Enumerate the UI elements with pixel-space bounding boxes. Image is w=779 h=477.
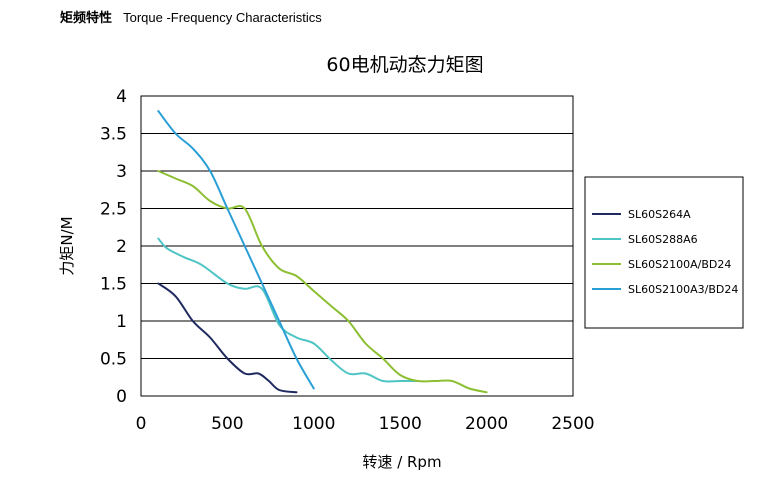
plot-area	[140, 95, 574, 397]
legend-label: SL60S288A6	[628, 233, 698, 246]
y-axis-ticks: 0 0.5 1 1.5 2 2.5 3 3.5 4	[100, 87, 127, 407]
x-tick-label: 2500	[551, 414, 594, 434]
y-tick-label: 0	[116, 387, 127, 407]
x-tick-label: 1500	[379, 414, 422, 434]
series-line-1	[157, 282, 298, 394]
series-layer	[157, 110, 488, 394]
x-tick-label: 1000	[292, 414, 335, 434]
y-axis-label: 力矩N/M	[58, 216, 76, 275]
y-tick-label: 2.5	[100, 200, 127, 220]
series-line-4	[157, 110, 315, 390]
series-line-3	[157, 170, 488, 394]
legend-label: SL60S264A	[628, 208, 691, 221]
x-tick-label: 500	[211, 414, 243, 434]
y-tick-label: 0.5	[100, 350, 127, 370]
legend-label: SL60S2100A/BD24	[628, 258, 731, 271]
chart-title: 60电机动态力矩图	[326, 54, 483, 76]
x-tick-label: 0	[136, 414, 147, 434]
header-title-cn: 矩频特性	[60, 11, 113, 26]
x-tick-label: 2000	[465, 414, 508, 434]
y-tick-label: 1.5	[100, 275, 127, 295]
y-tick-label: 2	[116, 237, 127, 257]
page-header: 矩频特性 Torque -Frequency Characteristics	[60, 7, 322, 26]
legend-box	[584, 176, 744, 329]
y-tick-label: 3	[116, 162, 127, 182]
grid-lines	[141, 133, 573, 359]
legend: SL60S264A SL60S288A6 SL60S2100A/BD24 SL60S2…	[584, 176, 744, 329]
header-title-en: Torque -Frequency Characteristics	[123, 10, 322, 25]
y-tick-label: 3.5	[100, 125, 127, 145]
y-tick-label: 4	[116, 87, 127, 107]
series-line-2	[157, 237, 419, 383]
x-axis-label: 转速 / Rpm	[362, 453, 441, 471]
x-axis-ticks: 0 500 1000 1500 2000 2500	[136, 414, 595, 434]
y-tick-label: 1	[116, 312, 127, 332]
legend-label: SL60S2100A3/BD24	[628, 283, 738, 296]
